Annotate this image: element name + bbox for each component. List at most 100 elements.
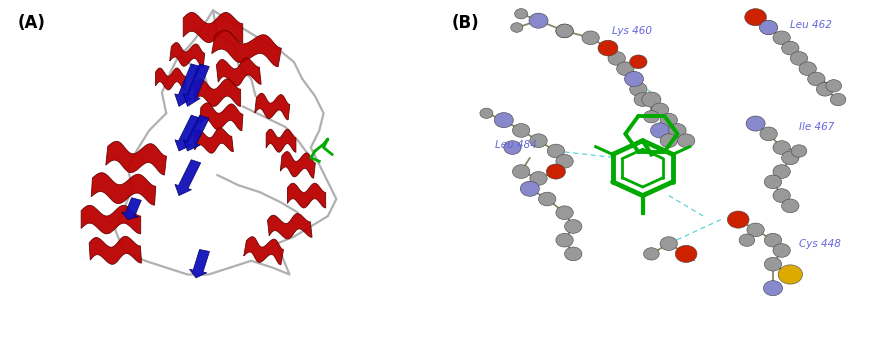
Circle shape: [729, 213, 747, 226]
Circle shape: [760, 127, 777, 141]
Polygon shape: [175, 160, 201, 196]
Polygon shape: [82, 205, 141, 234]
Circle shape: [521, 182, 539, 196]
Circle shape: [760, 21, 777, 34]
Circle shape: [727, 211, 749, 228]
Polygon shape: [156, 68, 185, 90]
Polygon shape: [183, 64, 209, 106]
Polygon shape: [255, 93, 290, 120]
Polygon shape: [266, 129, 296, 152]
Circle shape: [556, 233, 573, 247]
Circle shape: [773, 189, 790, 202]
Polygon shape: [175, 64, 201, 106]
Circle shape: [556, 206, 573, 219]
Circle shape: [781, 199, 799, 213]
Circle shape: [759, 20, 778, 35]
Circle shape: [650, 123, 670, 138]
Circle shape: [660, 237, 678, 251]
Circle shape: [660, 113, 678, 127]
Polygon shape: [175, 115, 201, 151]
Circle shape: [643, 248, 659, 260]
Text: (A): (A): [18, 14, 45, 32]
Polygon shape: [183, 12, 243, 43]
Circle shape: [791, 145, 807, 157]
Circle shape: [765, 175, 781, 189]
Circle shape: [747, 223, 765, 237]
Circle shape: [781, 41, 799, 55]
Text: Ile 467: Ile 467: [799, 122, 835, 132]
Circle shape: [660, 134, 678, 148]
Circle shape: [747, 10, 765, 24]
Polygon shape: [212, 30, 282, 67]
Circle shape: [808, 72, 825, 86]
Polygon shape: [244, 237, 284, 265]
Circle shape: [816, 82, 834, 96]
Circle shape: [548, 144, 564, 158]
Circle shape: [765, 233, 781, 247]
Circle shape: [494, 113, 513, 128]
Circle shape: [651, 103, 669, 117]
Circle shape: [608, 51, 626, 65]
Circle shape: [548, 165, 564, 178]
Circle shape: [599, 41, 617, 55]
Circle shape: [764, 281, 782, 296]
Polygon shape: [105, 141, 167, 175]
Circle shape: [778, 265, 803, 284]
Circle shape: [582, 31, 599, 45]
Circle shape: [773, 31, 790, 45]
Circle shape: [530, 172, 548, 185]
Circle shape: [773, 244, 790, 257]
Circle shape: [625, 71, 643, 86]
Circle shape: [556, 24, 573, 38]
Polygon shape: [170, 43, 205, 68]
Circle shape: [765, 257, 781, 271]
Circle shape: [520, 181, 540, 196]
Circle shape: [564, 247, 582, 261]
Circle shape: [626, 72, 642, 86]
Circle shape: [630, 55, 647, 69]
Circle shape: [826, 80, 842, 92]
Circle shape: [634, 93, 651, 106]
Circle shape: [790, 51, 808, 65]
Circle shape: [773, 141, 790, 154]
Circle shape: [643, 111, 659, 123]
Polygon shape: [190, 250, 209, 278]
Polygon shape: [280, 152, 315, 178]
Circle shape: [480, 108, 493, 118]
Circle shape: [512, 165, 530, 178]
Circle shape: [529, 13, 548, 28]
Circle shape: [746, 116, 766, 131]
Circle shape: [504, 141, 521, 154]
Circle shape: [510, 23, 523, 32]
Circle shape: [530, 14, 548, 28]
Polygon shape: [121, 198, 141, 219]
Polygon shape: [216, 58, 261, 86]
Circle shape: [547, 164, 565, 179]
Circle shape: [799, 62, 816, 76]
Circle shape: [564, 219, 582, 233]
Circle shape: [745, 9, 766, 26]
Polygon shape: [91, 173, 156, 205]
Circle shape: [830, 93, 846, 106]
Circle shape: [556, 24, 573, 38]
Circle shape: [781, 151, 799, 165]
Text: Leu 484: Leu 484: [495, 140, 537, 149]
Polygon shape: [287, 183, 326, 208]
Circle shape: [675, 245, 697, 262]
Circle shape: [512, 124, 530, 137]
Polygon shape: [89, 236, 142, 264]
Text: Lys 460: Lys 460: [612, 26, 652, 36]
Circle shape: [539, 192, 556, 206]
Circle shape: [781, 268, 799, 281]
Text: Cys 448: Cys 448: [799, 239, 841, 249]
Text: Leu 462: Leu 462: [790, 20, 832, 29]
Circle shape: [739, 234, 755, 246]
Circle shape: [515, 9, 528, 19]
Circle shape: [669, 124, 686, 137]
Circle shape: [617, 62, 634, 76]
Circle shape: [556, 154, 573, 168]
Circle shape: [495, 113, 512, 127]
Polygon shape: [268, 214, 312, 239]
Circle shape: [747, 117, 765, 131]
Polygon shape: [194, 79, 241, 106]
